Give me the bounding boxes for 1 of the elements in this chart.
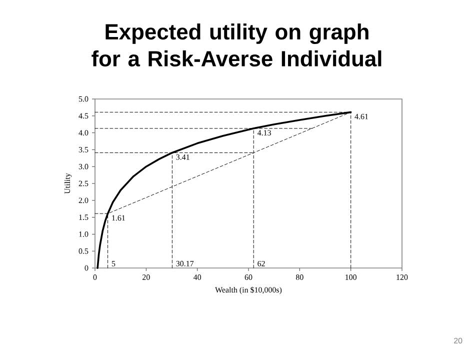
chart-title: Expected utility on graph for a Risk-Averse Individual <box>92 23 382 66</box>
